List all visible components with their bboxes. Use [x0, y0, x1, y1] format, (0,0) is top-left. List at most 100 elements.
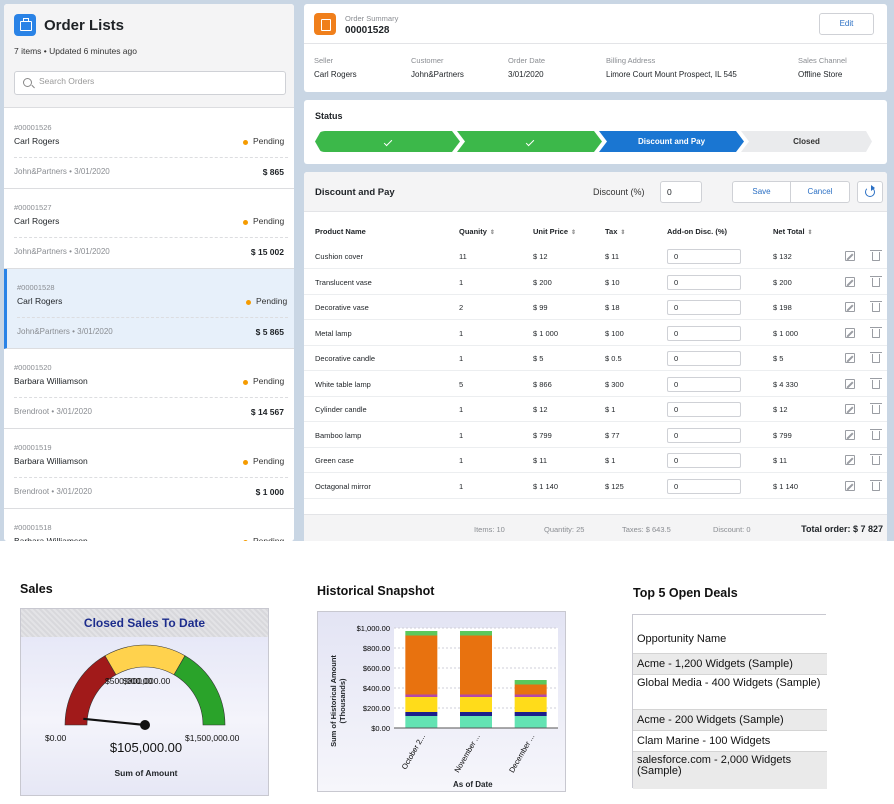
table-row: Metal lamp 1 $ 1 000 $ 100 $ 1 000 0 — [304, 321, 887, 346]
column-header[interactable]: Net Total ⇕ — [773, 227, 813, 236]
field-value: Offline Store — [798, 70, 843, 79]
edit-button[interactable]: Edit — [819, 13, 874, 35]
bar-segment[interactable] — [405, 635, 438, 695]
bar-segment[interactable] — [460, 635, 492, 695]
addon-discount-input[interactable]: 0 — [667, 249, 741, 264]
edit-icon[interactable] — [845, 378, 855, 389]
bar-segment[interactable] — [514, 716, 547, 728]
edit-icon[interactable] — [845, 455, 855, 465]
bar-segment[interactable] — [460, 697, 492, 712]
deal-row[interactable]: Clam Marine - 100 Widgets — [633, 730, 827, 751]
sort-icon[interactable]: ⇕ — [807, 230, 813, 236]
edit-icon[interactable] — [845, 429, 855, 440]
order-seller: Carl Rogers — [14, 216, 60, 226]
gauge-band-green — [173, 655, 226, 726]
sort-icon[interactable]: ⇕ — [489, 230, 495, 236]
edit-icon[interactable] — [845, 276, 855, 287]
bar-segment[interactable] — [514, 684, 547, 695]
order-item[interactable]: #00001528 Carl Rogers Pending John&Partners… — [4, 269, 294, 349]
trash-icon[interactable] — [870, 352, 882, 363]
gauge-dial — [64, 644, 226, 730]
bar-segment[interactable] — [405, 631, 438, 636]
edit-icon[interactable] — [845, 480, 855, 491]
trash-icon[interactable] — [870, 454, 882, 465]
order-item[interactable]: #00001518 Barbara Williamson Pending — [4, 509, 294, 541]
trash-icon[interactable] — [870, 326, 882, 338]
addon-discount-input[interactable]: 0 — [667, 376, 741, 392]
trash-icon[interactable] — [870, 377, 882, 389]
addon-discount-input[interactable]: 0 — [667, 300, 741, 315]
gauge-header: Closed Sales To Date — [21, 609, 268, 637]
sort-icon[interactable]: ⇕ — [571, 230, 577, 236]
bar-segment[interactable] — [405, 712, 438, 716]
status-step[interactable]: Closed — [741, 131, 872, 152]
order-item[interactable]: #00001519 Barbara Williamson Pending Brendr… — [4, 429, 294, 509]
cell-tax: $ 77 — [605, 430, 620, 440]
sort-icon[interactable]: ⇕ — [620, 230, 626, 236]
addon-discount-input[interactable]: 0 — [667, 274, 741, 290]
deal-row[interactable]: Global Media - 400 Widgets (Sample) — [633, 674, 827, 709]
field-value: Limore Court Mount Prospect, IL 545 — [606, 70, 737, 79]
cell-net: $ 198 — [773, 303, 792, 312]
column-header[interactable]: Quanity ⇕ — [459, 227, 495, 236]
bar-segment[interactable] — [405, 697, 438, 712]
column-header[interactable]: Unit Price ⇕ — [533, 227, 576, 236]
order-customer-date: Brendroot • 3/01/2020 — [14, 487, 92, 496]
status-step[interactable] — [315, 131, 460, 152]
search-input[interactable] — [39, 76, 279, 86]
save-button[interactable]: Save — [733, 182, 791, 202]
bar-segment[interactable] — [460, 712, 492, 716]
status-step[interactable]: Discount and Pay — [599, 131, 744, 152]
addon-discount-input[interactable]: 0 — [667, 478, 741, 494]
addon-discount-input[interactable]: 0 — [667, 427, 741, 443]
trash-icon[interactable] — [870, 403, 882, 414]
cell-tax: $ 18 — [605, 303, 620, 312]
edit-icon[interactable] — [845, 327, 855, 338]
bar-segment[interactable] — [514, 680, 547, 685]
trash-icon[interactable] — [870, 301, 882, 312]
addon-discount-input[interactable]: 0 — [667, 351, 741, 366]
cell-tax: $ 1 — [605, 456, 616, 465]
bar-segment[interactable] — [514, 712, 547, 716]
edit-icon[interactable] — [845, 302, 855, 312]
trash-icon[interactable] — [870, 275, 882, 287]
trash-icon[interactable] — [870, 479, 882, 491]
order-item[interactable]: #00001526 Carl Rogers Pending John&Partners… — [4, 109, 294, 189]
trash-icon[interactable] — [870, 250, 882, 261]
deal-row[interactable]: salesforce.com - 2,000 Widgets (Sample) — [633, 751, 827, 789]
cell-net: $ 5 — [773, 354, 784, 363]
bar-segment[interactable] — [460, 716, 492, 728]
column-header[interactable]: Tax ⇕ — [605, 227, 625, 236]
gauge-axis-label: Sum of Amount — [114, 768, 178, 778]
bar-segment[interactable] — [405, 716, 438, 728]
trash-icon[interactable] — [870, 428, 882, 440]
addon-discount-input[interactable]: 0 — [667, 325, 741, 341]
gauge-min-label: $0.00 — [45, 733, 67, 743]
status-step[interactable] — [457, 131, 602, 152]
x-tick-label: October 2... — [400, 733, 427, 771]
order-item[interactable]: #00001527 Carl Rogers Pending John&Partners… — [4, 189, 294, 269]
edit-icon[interactable] — [845, 251, 855, 261]
order-customer-date: John&Partners • 3/01/2020 — [14, 247, 110, 256]
bar-segment[interactable] — [460, 631, 492, 636]
bar-segment[interactable] — [405, 694, 438, 698]
order-item[interactable]: #00001520 Barbara Williamson Pending Brendr… — [4, 349, 294, 429]
addon-discount-input[interactable]: 0 — [667, 453, 741, 468]
deal-row[interactable]: Acme - 1,200 Widgets (Sample) — [633, 653, 827, 674]
cancel-button[interactable]: Cancel — [807, 187, 833, 196]
cell-net: $ 1 000 — [773, 328, 799, 338]
status-dot — [243, 460, 248, 465]
edit-icon[interactable] — [845, 404, 855, 414]
column-header[interactable]: Product Name — [315, 227, 366, 236]
search-box[interactable] — [14, 71, 286, 95]
deal-row[interactable]: Acme - 200 Widgets (Sample) — [633, 709, 827, 730]
historical-heading: Historical Snapshot — [317, 584, 435, 598]
column-header[interactable]: Add-on Disc. (%) — [667, 227, 727, 236]
bar-segment[interactable] — [514, 697, 547, 712]
discount-input[interactable]: 0 — [660, 181, 702, 203]
bar-segment[interactable] — [460, 694, 492, 698]
refresh-button[interactable] — [857, 181, 883, 203]
edit-icon[interactable] — [845, 353, 855, 363]
bar-segment[interactable] — [514, 694, 547, 698]
addon-discount-input[interactable]: 0 — [667, 402, 741, 417]
